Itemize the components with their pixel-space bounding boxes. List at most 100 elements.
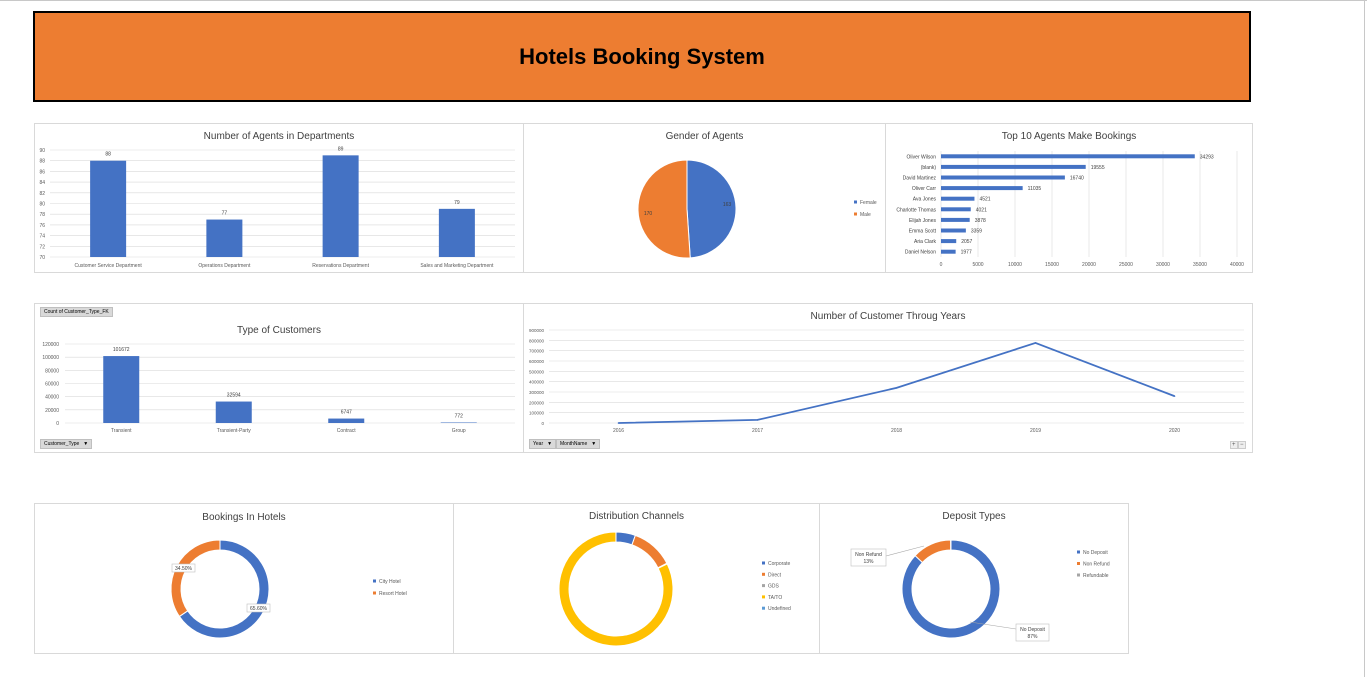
legend-marker [762,572,765,576]
chart-title: Deposit Types [942,511,1006,522]
year-filter[interactable]: Year ▼ [529,439,557,449]
bookings-hotels-chart[interactable]: Bookings In Hotels 65.60% 34.50% City Hote… [34,503,454,654]
bar [941,228,966,233]
y-tick-label: 90 [39,148,45,154]
customers-years-chart[interactable]: Number of Customer Throug Years 0 100000 2… [523,303,1253,453]
y-tick-label: 500000 [529,369,545,374]
collapse-icon[interactable]: − [1238,441,1246,449]
x-tick-label: 5000 [972,262,983,268]
expand-icon[interactable]: + [1230,441,1238,449]
legend-label: Undefined [768,606,791,612]
chevron-down-icon: ▼ [547,441,553,447]
pie-slice-non-refund [914,539,952,564]
bar [941,186,1023,191]
callout-box [171,563,196,573]
y-tick-label: 76 [39,223,45,229]
data-label: 89 [338,146,344,152]
distribution-channels-chart[interactable]: Distribution Channels Corporate Direct GDS… [453,503,820,654]
chevron-down-icon: ▼ [591,441,597,447]
customer-type-filter[interactable]: Customer_Type ▼ [40,439,93,449]
legend-marker [373,579,376,583]
x-tick-label: Reservations Department [312,263,369,269]
chart-title: Gender of Agents [665,131,744,142]
filter-label: Customer_Type [44,441,80,447]
top-agents-plot: 0 5000 10000 15000 20000 25000 30000 35000 40000… [896,151,1244,268]
bar [941,249,956,254]
y-tick-label: 20000 [45,408,59,414]
x-tick-label: 2019 [1030,428,1041,434]
callout-label: No Deposit [1020,627,1045,633]
y-tick-label: Oliver Wilson [907,154,937,160]
bar [941,164,1086,169]
x-tick-label: 10000 [1008,262,1022,268]
monthname-filter[interactable]: MonthName ▼ [556,439,601,449]
bar [103,356,140,423]
bar [215,401,252,423]
field-label: Count of Customer_Type_FK [44,309,109,315]
customer-type-chart[interactable]: Count of Customer_Type_FK Type of Custom… [34,303,524,453]
chart-title: Top 10 Agents Make Bookings [1001,131,1137,142]
x-tick-label: Operations Department [198,263,251,269]
pie-slice-female [686,159,737,259]
agents-department-plot: 70 72 74 76 78 80 82 84 86 88 90 88 Customer Service… [39,146,515,269]
y-tick-label: 800000 [529,338,545,343]
chart-title: Distribution Channels [588,511,685,522]
y-tick-label: 60000 [45,382,59,388]
legend-label: Female [860,200,877,206]
top-agents-chart[interactable]: Top 10 Agents Make Bookings 0 5000 10000 15… [885,123,1253,273]
bar [206,219,243,257]
right-border [1364,0,1365,677]
bar [941,217,970,222]
x-tick-label: 25000 [1119,262,1133,268]
x-tick-label: 2017 [752,428,763,434]
field-button[interactable]: Count of Customer_Type_FK [40,307,113,317]
chart-title: Bookings In Hotels [202,512,286,523]
y-tick-label: 40000 [45,395,59,401]
x-tick-label: Customer Service Department [75,263,143,269]
data-label: 101672 [113,347,130,353]
legend-label: No Deposit [1083,550,1108,556]
y-tick-label: Elijah Jones [909,218,936,224]
pie-slice-resort-hotel [170,539,221,618]
legend-marker [1077,550,1080,554]
legend-marker [762,561,765,565]
legend-marker [1077,562,1080,565]
y-tick-label: 74 [39,234,45,240]
deposit-types-chart[interactable]: Deposit Types No Deposit 87% Non Refund 13%… [819,503,1129,654]
filter-label: Year [533,441,544,447]
title-banner: Hotels Booking System [33,11,1251,102]
y-tick-label: 86 [39,169,45,175]
x-tick-label: 20000 [1082,262,1096,268]
data-label: 4521 [979,197,990,203]
y-tick-label: 70 [39,255,45,261]
x-tick-label: Contract [337,428,357,434]
data-label: 2057 [961,239,972,245]
data-label: 772 [455,413,464,419]
y-tick-label: 700000 [529,349,545,354]
page-title: Hotels Booking System [519,43,765,69]
gender-chart[interactable]: Gender of Agents 163 170 Female Male [523,123,886,273]
data-label: 34.50% [175,566,193,572]
y-tick-label: 600000 [529,359,545,364]
callout-box [1015,623,1050,642]
callout-label: Non Refund [855,552,882,558]
legend-marker [1077,573,1080,577]
y-tick-label: Charlotte Thomas [896,207,936,213]
data-point [895,387,898,389]
bar [438,208,475,257]
data-label: 170 [644,211,653,217]
agents-department-chart[interactable]: Number of Agents in Departments 70 72 74 76… [34,123,524,273]
data-label: 11035 [1028,186,1042,192]
callout-leader [885,545,925,557]
series-line [618,341,1175,424]
y-tick-label: 88 [39,159,45,165]
pie-slice-no-deposit [901,539,1001,639]
y-tick-label: 80000 [45,368,59,374]
bar [941,154,1195,159]
pie-slice-direct [631,534,668,569]
data-label: 163 [723,202,732,208]
y-tick-label: 900000 [529,328,545,333]
bar [941,196,975,201]
legend-label: Male [860,212,871,218]
top-border [0,0,1367,1]
